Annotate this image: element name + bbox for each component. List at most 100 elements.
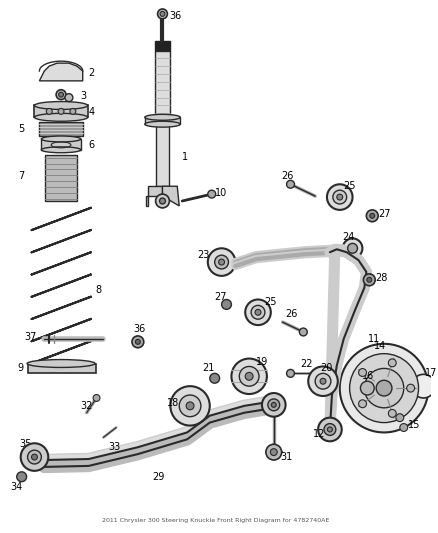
Text: 24: 24 bbox=[343, 232, 355, 243]
Polygon shape bbox=[35, 106, 88, 117]
Circle shape bbox=[251, 305, 265, 319]
Circle shape bbox=[158, 9, 167, 19]
Circle shape bbox=[58, 108, 64, 115]
Text: 12: 12 bbox=[313, 430, 325, 439]
Circle shape bbox=[359, 368, 367, 376]
Circle shape bbox=[155, 194, 170, 208]
Text: 6: 6 bbox=[88, 140, 95, 150]
Circle shape bbox=[270, 449, 277, 456]
Circle shape bbox=[359, 400, 367, 408]
Text: 14: 14 bbox=[374, 341, 386, 351]
Text: 31: 31 bbox=[281, 452, 293, 462]
Circle shape bbox=[320, 378, 326, 384]
Circle shape bbox=[255, 309, 261, 315]
Circle shape bbox=[308, 367, 338, 396]
Circle shape bbox=[222, 300, 231, 309]
Text: 4: 4 bbox=[88, 107, 95, 117]
Text: 8: 8 bbox=[95, 285, 102, 295]
Circle shape bbox=[396, 414, 404, 422]
Polygon shape bbox=[145, 117, 180, 124]
Text: 36: 36 bbox=[170, 11, 182, 21]
Text: 18: 18 bbox=[167, 398, 180, 408]
Text: 23: 23 bbox=[197, 250, 209, 260]
Circle shape bbox=[170, 386, 210, 425]
Circle shape bbox=[340, 344, 428, 432]
Circle shape bbox=[360, 381, 374, 395]
Circle shape bbox=[160, 11, 165, 17]
Circle shape bbox=[17, 472, 27, 482]
Circle shape bbox=[215, 255, 229, 269]
Text: 3: 3 bbox=[81, 91, 87, 101]
Circle shape bbox=[333, 190, 346, 204]
Circle shape bbox=[266, 444, 282, 460]
Text: 37: 37 bbox=[25, 332, 37, 342]
Polygon shape bbox=[155, 51, 170, 117]
Circle shape bbox=[400, 424, 408, 431]
Polygon shape bbox=[39, 122, 83, 136]
Circle shape bbox=[219, 259, 225, 265]
Circle shape bbox=[70, 108, 76, 115]
Polygon shape bbox=[155, 124, 170, 186]
Text: 21: 21 bbox=[202, 364, 214, 374]
Polygon shape bbox=[146, 186, 162, 206]
Text: 36: 36 bbox=[133, 324, 145, 334]
Text: 25: 25 bbox=[344, 181, 356, 191]
Ellipse shape bbox=[35, 102, 88, 109]
Circle shape bbox=[46, 108, 52, 115]
Text: 17: 17 bbox=[425, 368, 438, 378]
Text: 22: 22 bbox=[300, 359, 313, 368]
Circle shape bbox=[300, 328, 307, 336]
Circle shape bbox=[239, 367, 259, 386]
Polygon shape bbox=[162, 186, 179, 206]
Text: 33: 33 bbox=[108, 442, 120, 452]
Circle shape bbox=[245, 300, 271, 325]
Circle shape bbox=[407, 384, 415, 392]
Text: 35: 35 bbox=[20, 439, 32, 449]
Ellipse shape bbox=[41, 147, 81, 153]
Ellipse shape bbox=[145, 115, 180, 120]
Circle shape bbox=[179, 395, 201, 417]
Circle shape bbox=[286, 369, 294, 377]
Text: 9: 9 bbox=[18, 364, 24, 374]
Circle shape bbox=[343, 238, 362, 258]
Polygon shape bbox=[45, 155, 77, 201]
Circle shape bbox=[328, 427, 332, 432]
Text: 7: 7 bbox=[18, 172, 24, 181]
Circle shape bbox=[324, 424, 336, 435]
Ellipse shape bbox=[35, 114, 88, 121]
Text: 2: 2 bbox=[88, 68, 95, 78]
Text: 26: 26 bbox=[286, 309, 298, 319]
Circle shape bbox=[159, 198, 166, 204]
Text: 15: 15 bbox=[408, 419, 420, 430]
Ellipse shape bbox=[145, 121, 180, 127]
Circle shape bbox=[366, 210, 378, 222]
Ellipse shape bbox=[41, 136, 81, 142]
Circle shape bbox=[208, 190, 215, 198]
Text: 25: 25 bbox=[264, 297, 276, 308]
Circle shape bbox=[65, 94, 73, 102]
Circle shape bbox=[132, 336, 144, 348]
Circle shape bbox=[370, 213, 375, 218]
Circle shape bbox=[348, 244, 357, 253]
Text: 2011 Chrysler 300 Steering Knuckle Front Right Diagram for 4782740AE: 2011 Chrysler 300 Steering Knuckle Front… bbox=[102, 518, 329, 523]
Circle shape bbox=[21, 443, 48, 471]
Circle shape bbox=[389, 409, 396, 417]
Circle shape bbox=[271, 402, 276, 407]
Text: 26: 26 bbox=[282, 172, 294, 181]
Circle shape bbox=[59, 92, 64, 97]
Text: 27: 27 bbox=[378, 209, 391, 219]
Text: 32: 32 bbox=[81, 401, 93, 411]
Circle shape bbox=[28, 450, 41, 464]
Circle shape bbox=[262, 393, 286, 417]
Circle shape bbox=[268, 399, 280, 411]
Circle shape bbox=[32, 454, 37, 460]
Text: 27: 27 bbox=[215, 292, 227, 302]
Polygon shape bbox=[39, 63, 83, 81]
Text: 28: 28 bbox=[375, 273, 388, 283]
Circle shape bbox=[286, 180, 294, 188]
Polygon shape bbox=[41, 139, 81, 150]
Circle shape bbox=[208, 248, 235, 276]
Circle shape bbox=[327, 184, 353, 210]
Polygon shape bbox=[155, 42, 170, 51]
Text: 5: 5 bbox=[18, 124, 24, 134]
